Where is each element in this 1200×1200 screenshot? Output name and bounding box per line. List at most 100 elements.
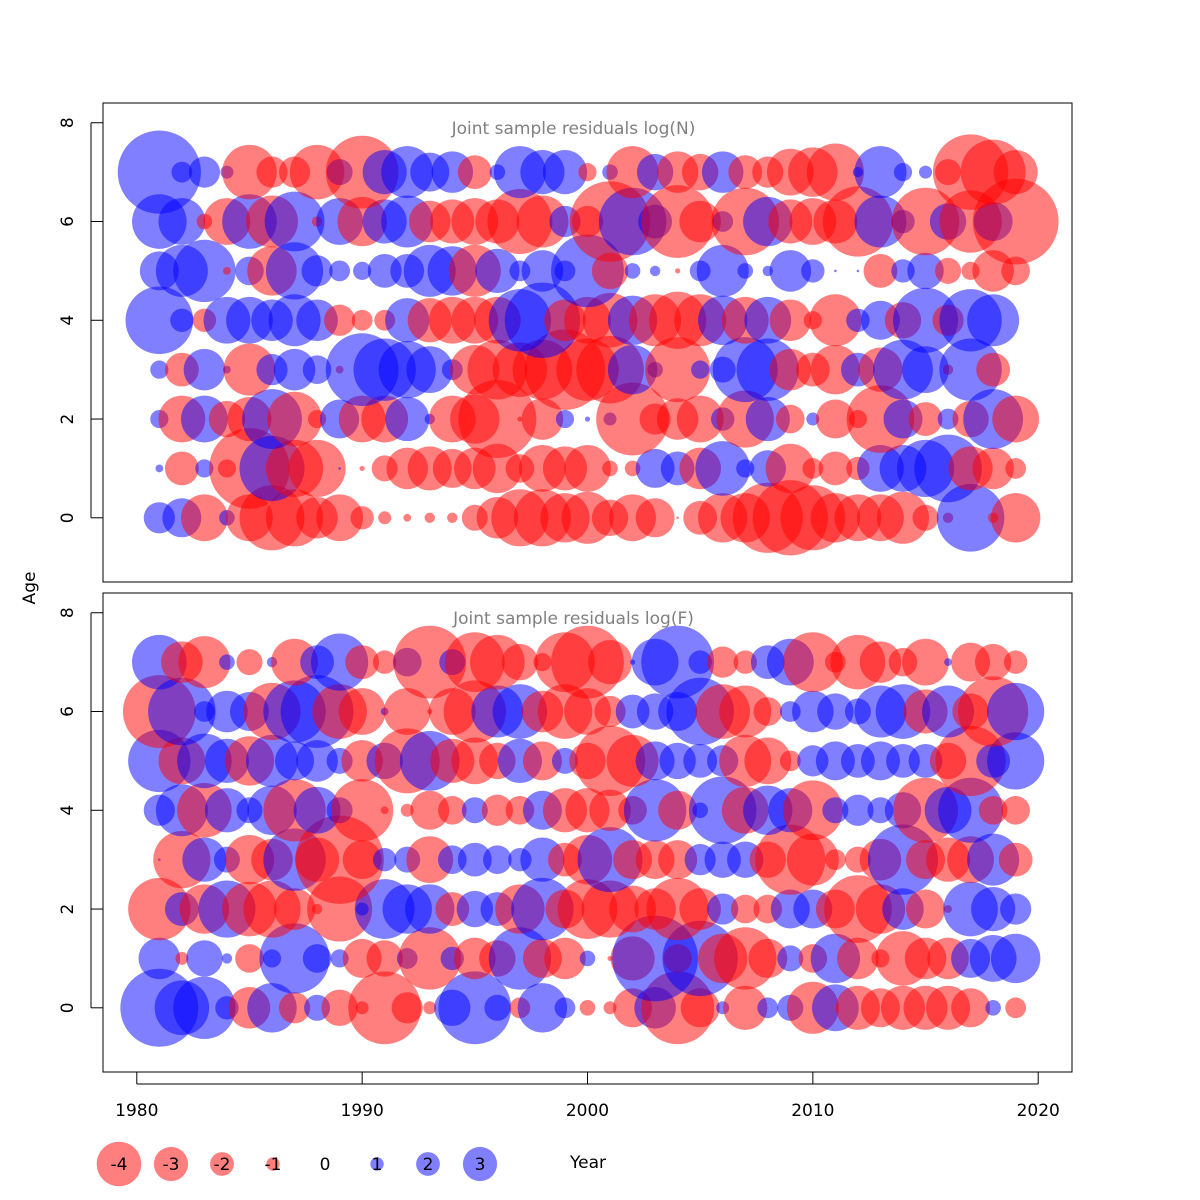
residual-bubble-age5-1984 xyxy=(223,266,231,275)
residual-bubble-age0-1989 xyxy=(321,989,358,1027)
residual-bubble-age0-1994 xyxy=(447,512,458,524)
residual-bubble-age6-1982 xyxy=(148,677,216,746)
residual-bubble-age5-1998 xyxy=(522,741,562,781)
residual-bubble-age3-1991 xyxy=(372,847,397,872)
residual-bubble-age6-1990 xyxy=(338,688,386,735)
residual-bubble-age3-1993 xyxy=(406,836,454,884)
residual-bubble-age2-1987 xyxy=(273,888,316,930)
residual-bubble-age6-1992 xyxy=(383,688,431,735)
residual-bubble-age7-2007 xyxy=(733,650,757,674)
residual-bubble-age4-1982 xyxy=(170,308,194,332)
residual-bubble-age4-2012 xyxy=(842,794,874,826)
residual-bubble-age3-2015 xyxy=(902,346,949,394)
residual-bubble-age5-2005 xyxy=(683,743,718,778)
residual-bubble-age0-1995 xyxy=(438,971,512,1045)
residual-bubble-age4-2019 xyxy=(1001,795,1030,825)
residual-bubble-age1-2007 xyxy=(736,459,755,478)
bubbles xyxy=(120,625,1045,1047)
residual-bubble-age2-2015 xyxy=(906,889,946,929)
residual-bubble-age7-2004 xyxy=(641,625,715,699)
residual-bubble-age2-2011 xyxy=(815,399,855,439)
residual-bubble-age2-2000 xyxy=(584,416,591,422)
residual-bubble-age1-2019 xyxy=(1005,458,1027,479)
residual-bubble-age6-2008 xyxy=(753,697,783,726)
residual-bubble-age5-1996 xyxy=(475,248,520,293)
residual-bubble-age0-2001 xyxy=(603,1001,617,1015)
residual-bubble-age2-2009 xyxy=(776,404,805,434)
residual-bubble-age0-1987 xyxy=(278,992,311,1024)
residual-bubble-age1-2012 xyxy=(837,937,879,980)
residual-bubble-age4-1995 xyxy=(461,797,488,824)
y-tick-label: 8 xyxy=(58,607,78,618)
residual-bubble-age4-1994 xyxy=(437,795,467,825)
y-tick-label: 6 xyxy=(58,706,78,717)
residual-bubble-age7-2007 xyxy=(728,155,763,190)
x-tick-label: 2000 xyxy=(566,1101,609,1121)
residual-bubble-age7-2018 xyxy=(974,643,1012,681)
residual-bubble-age3-2011 xyxy=(824,849,846,871)
legend-label: -2 xyxy=(214,1155,231,1175)
residual-bubble-age3-1985 xyxy=(223,343,276,396)
residual-bubble-age3-1987 xyxy=(273,348,316,391)
residual-bubble-age4-1988 xyxy=(296,299,338,342)
residual-bubble-age2-2018 xyxy=(971,886,1016,932)
residual-bubble-age7-2019 xyxy=(1003,650,1028,674)
residual-bubble-age7-2015 xyxy=(919,165,933,179)
residual-bubble-age0-2008 xyxy=(757,997,779,1019)
residual-bubble-age3-2017 xyxy=(939,338,1002,401)
residual-bubble-age7-1990 xyxy=(345,645,380,680)
residual-bubble-age4-2004 xyxy=(658,790,698,830)
residual-bubble-age0-1989 xyxy=(316,494,364,542)
residual-bubble-age3-1996 xyxy=(483,845,512,874)
residual-bubble-age0-2017 xyxy=(951,988,991,1028)
y-axis-label: Age xyxy=(20,572,40,605)
residual-bubble-age2-1997 xyxy=(517,416,523,422)
residual-bubble-age1-1999 xyxy=(544,937,586,980)
residual-bubble-age5-1987 xyxy=(265,242,324,300)
residual-bubble-age0-1991 xyxy=(378,511,392,525)
residual-bubble-age3-2019 xyxy=(998,842,1033,877)
residual-bubble-age2-2007 xyxy=(730,894,760,924)
residual-bubble-age4-1991 xyxy=(380,806,389,815)
x-tick-label: 1980 xyxy=(115,1101,158,1121)
residual-bubble-age1-2001 xyxy=(602,460,618,477)
residual-bubble-age5-2009 xyxy=(779,750,801,772)
y-tick-label: 2 xyxy=(58,414,78,425)
residual-bubble-age2-2008 xyxy=(745,396,790,442)
residual-bubble-age2-2010 xyxy=(806,412,820,426)
residual-bubble-age7-2005 xyxy=(688,650,712,674)
residual-bubble-age1-1983 xyxy=(195,459,214,478)
panel-title: Joint sample residuals log(F) xyxy=(452,609,694,629)
residual-bubble-age3-1995 xyxy=(457,842,492,877)
residual-bubble-age5-2012 xyxy=(856,269,860,273)
residual-bubble-age7-2013 xyxy=(854,146,907,199)
residual-bubble-age0-2018 xyxy=(985,1000,1001,1016)
residual-bubble-age4-2011 xyxy=(809,294,862,347)
y-tick-label: 4 xyxy=(58,805,78,816)
residual-bubble-age2-1992 xyxy=(385,396,430,442)
residual-bubble-age3-1981 xyxy=(150,360,169,379)
residual-bubble-age4-2009 xyxy=(769,299,812,342)
residual-bubble-age2-1981 xyxy=(128,877,191,941)
residual-bubble-age5-2004 xyxy=(675,268,681,274)
residual-bubble-age3-2018 xyxy=(976,352,1011,387)
residual-bubble-age5-2008 xyxy=(744,737,792,785)
residual-bubble-age7-2006 xyxy=(707,646,739,678)
x-tick-label: 1990 xyxy=(341,1101,384,1121)
residual-bubble-age1-2011 xyxy=(818,451,853,486)
residual-bubble-age1-2009 xyxy=(777,945,804,972)
residual-bubble-age1-2000 xyxy=(564,445,611,492)
residual-bubble-age0-1992 xyxy=(391,992,423,1024)
residual-bubble-age4-2011 xyxy=(822,797,849,824)
residual-bubble-age3-2010 xyxy=(786,833,839,886)
residual-bubble-age2-2019 xyxy=(992,395,1040,443)
residual-bubble-age3-2004 xyxy=(658,840,698,880)
residual-bubble-age2-2015 xyxy=(908,402,943,436)
residual-bubble-age3-1990 xyxy=(342,840,382,880)
residual-bubble-age1-1982 xyxy=(164,451,199,486)
residual-bubble-age4-1984 xyxy=(204,788,250,833)
residual-bubble-age4-2018 xyxy=(978,795,1008,825)
residual-bubble-age7-2014 xyxy=(893,163,913,182)
